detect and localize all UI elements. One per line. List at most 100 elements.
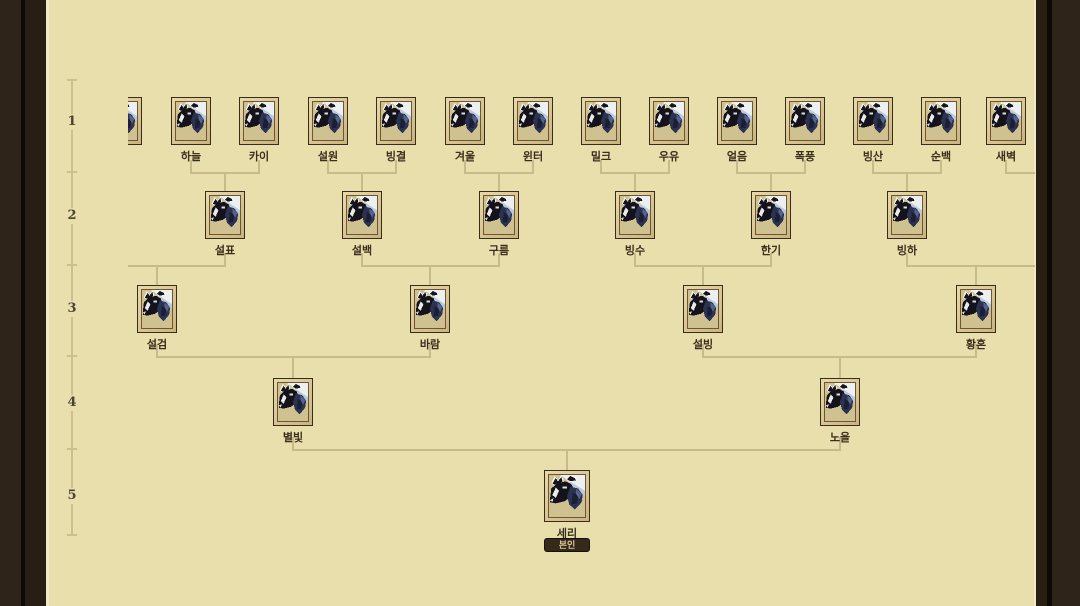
deer-portrait-icon: [128, 101, 138, 141]
node-name-label: 하늘: [180, 151, 202, 163]
node-name-label: 별빛: [282, 432, 304, 444]
parent-stub-line: [975, 344, 977, 356]
generation-axis-tick: [67, 171, 77, 173]
pedigree-node: 빙수: [615, 191, 655, 257]
pedigree-node: 겨울: [445, 97, 485, 163]
parent-stub-line: [224, 253, 226, 265]
animal-portrait[interactable]: [308, 97, 348, 145]
frame-groove: [1047, 0, 1052, 606]
animal-portrait[interactable]: [615, 191, 655, 239]
frame-inner-edge: [1036, 0, 1047, 606]
generation-axis-cap: [67, 534, 77, 536]
deer-portrait-icon: [789, 101, 821, 141]
node-name-label: 얼음: [726, 151, 748, 163]
deer-portrait-icon: [548, 474, 586, 518]
animal-portrait[interactable]: [513, 97, 553, 145]
node-name-label: 겨울: [454, 151, 476, 163]
animal-portrait[interactable]: [410, 285, 450, 333]
animal-portrait[interactable]: [342, 191, 382, 239]
animal-portrait[interactable]: [137, 285, 177, 333]
parent-stub-line: [361, 253, 363, 265]
animal-portrait[interactable]: [171, 97, 211, 145]
child-drop-line: [429, 265, 431, 285]
deer-portrait-icon: [891, 195, 923, 235]
parent-stub-line: [872, 160, 874, 172]
animal-portrait[interactable]: [887, 191, 927, 239]
animal-portrait[interactable]: [128, 97, 142, 145]
parent-stub-line: [940, 160, 942, 172]
animal-portrait[interactable]: [820, 378, 860, 426]
pedigree-node: 우유: [649, 97, 689, 163]
node-name-label: 빙하: [896, 245, 918, 257]
pedigree-node: 얼음: [717, 97, 757, 163]
parent-stub-line: [156, 344, 158, 356]
node-name-label: 설원: [317, 151, 339, 163]
couple-rail-line: [128, 265, 226, 267]
animal-portrait[interactable]: [649, 97, 689, 145]
parent-stub-line: [292, 437, 294, 449]
pedigree-node: 설검: [137, 285, 177, 351]
pedigree-node: 순백: [921, 97, 961, 163]
animal-portrait[interactable]: [751, 191, 791, 239]
animal-portrait[interactable]: [956, 285, 996, 333]
pedigree-node: 황혼: [956, 285, 996, 351]
animal-portrait[interactable]: [785, 97, 825, 145]
child-drop-line: [224, 172, 226, 191]
node-name-label: 윈터: [522, 151, 544, 163]
pedigree-node: 빙결: [376, 97, 416, 163]
deer-portrait-icon: [312, 101, 344, 141]
pedigree-node: 세리 본인: [544, 470, 590, 552]
pedigree-node: 설원: [308, 97, 348, 163]
parent-stub-line: [906, 253, 908, 265]
animal-portrait[interactable]: [376, 97, 416, 145]
node-name-label: 설빙: [692, 339, 714, 351]
parent-stub-line: [327, 160, 329, 172]
animal-portrait[interactable]: [479, 191, 519, 239]
deer-portrait-icon: [141, 289, 173, 329]
animal-portrait[interactable]: [921, 97, 961, 145]
generation-number: 1: [61, 114, 83, 130]
parent-stub-line: [429, 344, 431, 356]
animal-portrait[interactable]: [683, 285, 723, 333]
pedigree-node: 구름: [479, 191, 519, 257]
parent-stub-line: [770, 253, 772, 265]
parent-stub-line: [190, 160, 192, 172]
parent-stub-line: [839, 437, 841, 449]
deer-portrait-icon: [449, 101, 481, 141]
generation-number: 5: [61, 488, 83, 504]
parent-stub-line: [1005, 160, 1007, 172]
generation-axis-cap: [67, 79, 77, 81]
animal-portrait[interactable]: [273, 378, 313, 426]
frame-inner-edge: [25, 0, 46, 606]
child-drop-line: [498, 172, 500, 191]
animal-portrait[interactable]: [239, 97, 279, 145]
animal-portrait[interactable]: [853, 97, 893, 145]
deer-portrait-icon: [175, 101, 207, 141]
deer-portrait-icon: [346, 195, 378, 235]
deer-portrait-icon: [857, 101, 889, 141]
animal-portrait[interactable]: [205, 191, 245, 239]
child-drop-line: [839, 356, 841, 378]
parent-stub-line: [258, 160, 260, 172]
frame-highlight-edge: [46, 0, 49, 606]
animal-portrait[interactable]: [717, 97, 757, 145]
deer-portrait-icon: [960, 289, 992, 329]
frame-highlight-edge: [1034, 0, 1036, 606]
deer-portrait-icon: [925, 101, 957, 141]
parent-stub-line: [532, 160, 534, 172]
animal-portrait[interactable]: [581, 97, 621, 145]
generation-axis-tick: [67, 264, 77, 266]
animal-portrait[interactable]: [544, 470, 590, 522]
pedigree-tree-viewport: 하늘 카이 설원 빙결 겨울 윈터 밀크 우유 얼음 폭풍 빙산 순백 새벽 설표 설백 구름 빙수 한기 빙하 설검…: [128, 0, 1035, 606]
animal-portrait[interactable]: [986, 97, 1026, 145]
node-name-label: 한기: [760, 245, 782, 257]
deer-portrait-icon: [277, 382, 309, 422]
pedigree-node: 빙산: [853, 97, 893, 163]
generation-axis-tick: [67, 355, 77, 357]
child-drop-line: [156, 265, 158, 285]
animal-portrait[interactable]: [445, 97, 485, 145]
pedigree-node: 설빙: [683, 285, 723, 351]
parent-stub-line: [702, 344, 704, 356]
node-name-label: 빙수: [624, 245, 646, 257]
